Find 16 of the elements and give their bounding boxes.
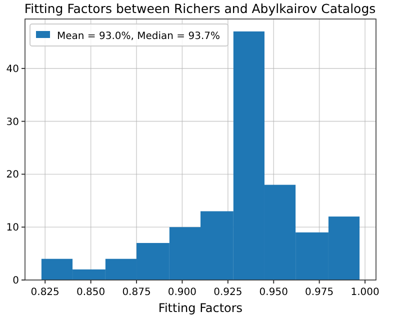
- x-tick-label: 0.875: [122, 287, 151, 298]
- y-tick-label: 40: [6, 64, 19, 75]
- y-tick-label: 10: [6, 222, 19, 234]
- x-axis-title: Fitting Factors: [158, 301, 243, 315]
- x-tick-label: 1.000: [350, 287, 380, 298]
- x-tick-label: 0.900: [168, 287, 197, 298]
- y-tick-label: 20: [6, 170, 19, 181]
- x-tick-label: 0.925: [214, 287, 242, 298]
- legend-label: Mean = 93.0%, Median = 93.7%: [57, 31, 220, 42]
- x-tick-label: 0.975: [305, 287, 334, 298]
- y-tick-label: 30: [6, 116, 19, 128]
- x-tick-label: 0.950: [259, 287, 288, 298]
- chart-title: Fitting Factors between Richers and Abylkairov Catalogs: [24, 1, 376, 16]
- x-tick-label: 0.850: [76, 287, 106, 298]
- y-tick-label: 0: [12, 276, 19, 286]
- x-tick-label: 0.825: [30, 287, 60, 298]
